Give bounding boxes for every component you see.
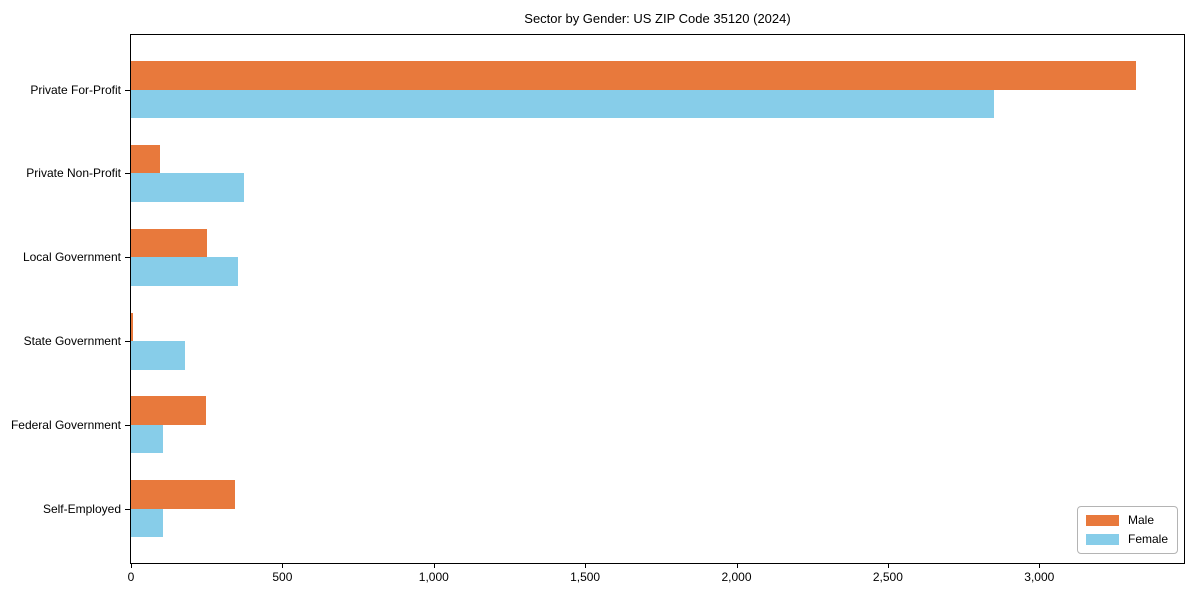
- bar-male-self-employed: [131, 480, 236, 509]
- x-tick-label: 1,000: [418, 570, 449, 584]
- y-tick-mark: [125, 508, 130, 510]
- x-tick-label: 2,500: [872, 570, 903, 584]
- y-tick-label: Self-Employed: [42, 501, 121, 516]
- x-tick-mark: [736, 564, 738, 568]
- y-tick-label: State Government: [23, 334, 121, 348]
- legend-label-male: Male: [1127, 513, 1154, 527]
- x-tick-label: 0: [127, 570, 135, 584]
- x-tick-label: 3,000: [1024, 570, 1055, 584]
- x-tick-mark: [1039, 564, 1041, 568]
- bar-male-local-government: [131, 228, 208, 258]
- x-tick-mark: [282, 564, 284, 568]
- x-tick-mark: [433, 564, 435, 568]
- y-tick-mark: [125, 257, 130, 259]
- bars-layer: [131, 35, 1184, 563]
- bar-female-self-employed: [131, 508, 163, 538]
- bar-female-private-non-profit: [131, 173, 244, 202]
- x-tick-mark: [585, 564, 587, 568]
- x-tick-label: 1,500: [570, 570, 601, 584]
- plot-area: Male Female: [130, 34, 1185, 564]
- bar-female-state-government: [131, 341, 185, 370]
- y-tick-mark: [125, 89, 130, 91]
- bar-male-private-for-profit: [131, 61, 1136, 90]
- female-swatch-icon: [1085, 534, 1119, 545]
- legend-item-female: Female: [1085, 532, 1168, 546]
- y-tick-label: Federal Government: [10, 417, 121, 432]
- y-tick-label: Private For-Profit: [30, 82, 121, 97]
- bar-female-local-government: [131, 257, 238, 286]
- y-tick-mark: [125, 424, 130, 426]
- y-tick-label: Local Government: [22, 250, 121, 265]
- chart-title: Sector by Gender: US ZIP Code 35120 (202…: [524, 11, 791, 26]
- bar-female-private-for-profit: [131, 89, 994, 118]
- x-tick-label: 2,000: [721, 570, 752, 584]
- x-tick-mark: [131, 564, 132, 568]
- bar-female-federal-government: [131, 424, 163, 454]
- y-tick-mark: [125, 173, 130, 175]
- bar-male-private-non-profit: [131, 144, 160, 174]
- legend-item-male: Male: [1085, 513, 1168, 527]
- bar-male-federal-government: [131, 396, 207, 425]
- y-tick-label: Private Non-Profit: [26, 166, 121, 181]
- x-tick-label: 500: [272, 570, 293, 584]
- legend-label-female: Female: [1127, 532, 1168, 546]
- y-tick-mark: [125, 341, 130, 342]
- male-swatch-icon: [1085, 515, 1119, 526]
- x-tick-mark: [887, 564, 889, 568]
- bar-male-state-government: [131, 312, 134, 341]
- legend: Male Female: [1076, 506, 1178, 554]
